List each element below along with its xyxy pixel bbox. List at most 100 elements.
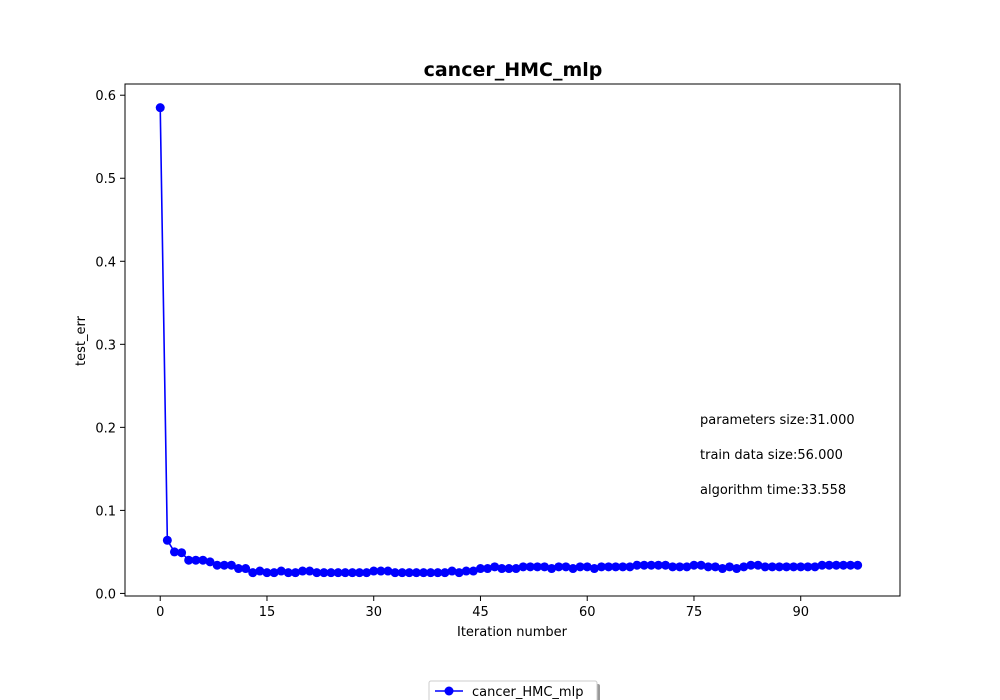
data-point	[831, 560, 841, 570]
data-point	[646, 560, 656, 570]
data-point	[753, 560, 763, 570]
data-point	[269, 568, 279, 578]
x-tick-label: 45	[472, 605, 489, 620]
data-point	[625, 562, 635, 572]
x-tick-label: 15	[259, 605, 276, 620]
data-point	[696, 560, 706, 570]
data-point	[554, 562, 564, 572]
data-point	[376, 566, 386, 576]
y-tick-label: 0.0	[95, 587, 116, 602]
data-point	[212, 560, 222, 570]
data-point	[234, 564, 244, 574]
data-point	[447, 566, 457, 576]
data-point	[404, 568, 414, 578]
data-point	[312, 568, 322, 578]
data-point	[475, 564, 485, 574]
data-point	[596, 562, 606, 572]
data-point	[774, 562, 784, 572]
data-point	[276, 566, 286, 576]
y-tick-label: 0.2	[95, 421, 116, 436]
data-point	[397, 568, 407, 578]
data-point	[547, 564, 557, 574]
series-layer	[155, 103, 863, 578]
annotation-algorithm-time: algorithm time:33.558	[700, 483, 846, 498]
data-point	[468, 566, 478, 576]
x-tick-label: 30	[365, 605, 382, 620]
data-point	[255, 566, 265, 576]
data-point	[490, 562, 500, 572]
data-point	[333, 568, 343, 578]
data-point	[369, 566, 379, 576]
data-point	[354, 568, 364, 578]
data-point	[760, 562, 770, 572]
data-point	[177, 548, 187, 558]
data-point	[454, 568, 464, 578]
data-point	[290, 568, 300, 578]
data-point	[326, 568, 336, 578]
data-point	[604, 562, 614, 572]
x-axis-ticks: 0 15 30 45 60 75 90	[156, 596, 809, 620]
data-point	[568, 564, 578, 574]
data-point	[298, 566, 308, 576]
x-tick-label: 60	[579, 605, 596, 620]
data-point	[710, 562, 720, 572]
data-point	[511, 564, 521, 574]
legend-marker-swatch	[444, 686, 454, 696]
data-point	[725, 562, 735, 572]
y-tick-label: 0.3	[95, 338, 116, 353]
data-point	[319, 568, 329, 578]
data-point	[853, 560, 863, 570]
data-point	[717, 564, 727, 574]
y-tick-label: 0.1	[95, 504, 116, 519]
chart-title: cancer_HMC_mlp	[424, 59, 603, 81]
data-point	[504, 564, 514, 574]
data-point	[732, 564, 742, 574]
y-tick-label: 0.4	[95, 255, 116, 270]
annotation-train-data-size: train data size:56.000	[700, 448, 843, 463]
data-point	[824, 560, 834, 570]
data-point	[661, 560, 671, 570]
data-point	[561, 562, 571, 572]
data-point	[340, 568, 350, 578]
data-point	[483, 564, 493, 574]
data-point	[248, 568, 258, 578]
data-point	[589, 564, 599, 574]
data-point	[532, 562, 542, 572]
data-point	[461, 566, 471, 576]
data-point	[191, 555, 201, 565]
data-point	[767, 562, 777, 572]
data-point	[540, 562, 550, 572]
x-tick-label: 90	[792, 605, 809, 620]
data-point	[411, 568, 421, 578]
data-point	[746, 560, 756, 570]
data-point	[383, 566, 393, 576]
data-point	[219, 560, 229, 570]
data-point	[575, 562, 585, 572]
data-point	[169, 547, 179, 557]
legend-box	[428, 680, 598, 700]
data-point	[198, 555, 208, 565]
data-point	[796, 562, 806, 572]
data-point	[226, 560, 236, 570]
data-point	[739, 562, 749, 572]
data-point	[618, 562, 628, 572]
data-point	[653, 560, 663, 570]
annotation-parameters-size: parameters size:31.000	[700, 413, 855, 428]
data-point	[262, 568, 272, 578]
data-point	[611, 562, 621, 572]
data-point	[362, 568, 372, 578]
data-point	[184, 555, 194, 565]
data-point	[440, 568, 450, 578]
data-point	[789, 562, 799, 572]
data-point	[525, 562, 535, 572]
data-point	[703, 562, 713, 572]
data-point	[426, 568, 436, 578]
y-axis-label: test_err	[74, 315, 89, 366]
x-tick-label: 0	[156, 605, 164, 620]
data-point	[846, 560, 856, 570]
data-point	[582, 562, 592, 572]
data-point	[241, 564, 251, 574]
legend-entry-cancer-hmc-mlp: cancer_HMC_mlp	[472, 685, 583, 700]
data-point	[682, 562, 692, 572]
